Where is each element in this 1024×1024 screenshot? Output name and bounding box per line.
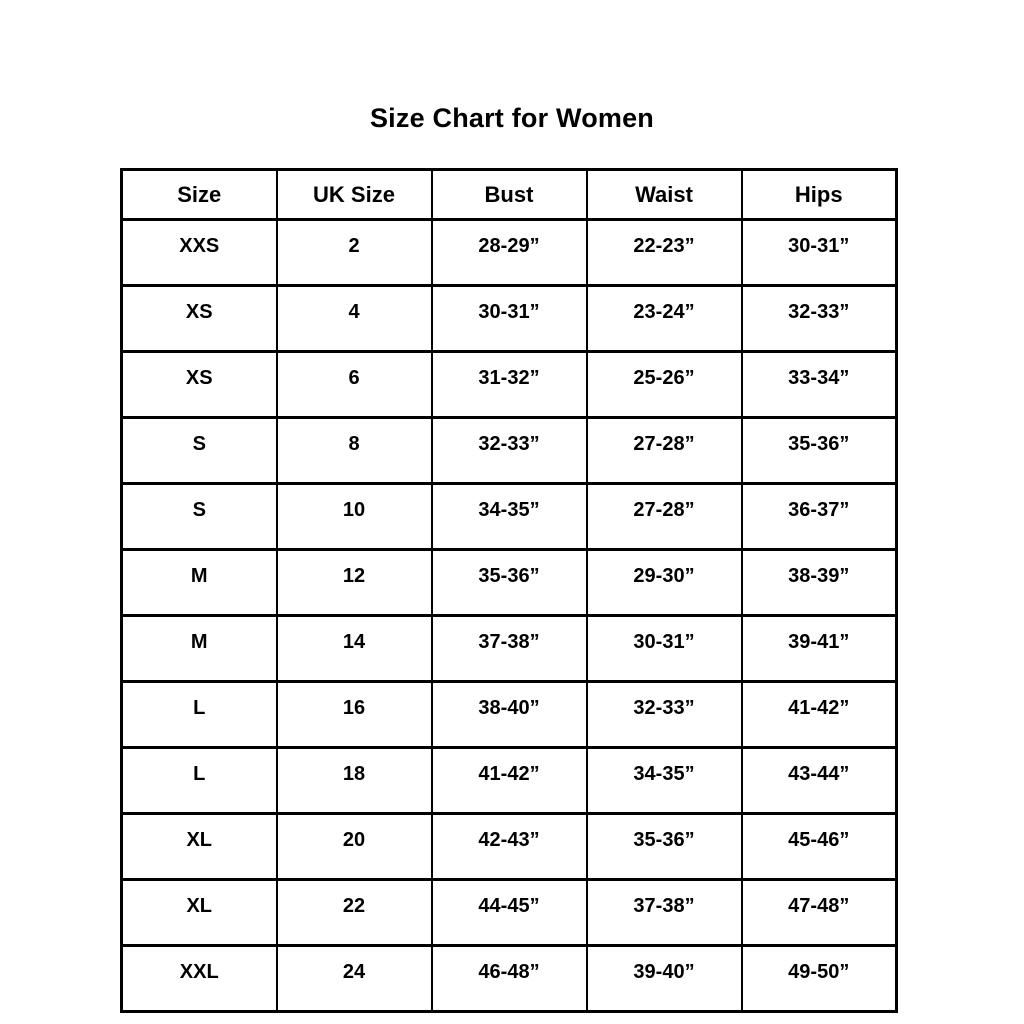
column-header: Waist bbox=[585, 168, 743, 221]
table-cell: 22 bbox=[275, 878, 433, 947]
table-cell: 41-42” bbox=[740, 680, 898, 749]
page-title: Size Chart for Women bbox=[369, 103, 655, 133]
table-cell: 32-33” bbox=[585, 680, 743, 749]
table-cell: 49-50” bbox=[740, 944, 898, 1013]
table-cell: 30-31” bbox=[430, 284, 588, 353]
table-cell: 32-33” bbox=[430, 416, 588, 485]
table-cell: 12 bbox=[275, 548, 433, 617]
table-cell: 46-48” bbox=[430, 944, 588, 1013]
table-row: XXL 24 46-48” 39-40” 49-50” bbox=[120, 944, 898, 1013]
table-cell: 37-38” bbox=[585, 878, 743, 947]
table-cell: 25-26” bbox=[585, 350, 743, 419]
table-cell: 4 bbox=[275, 284, 433, 353]
table-cell: 22-23” bbox=[585, 218, 743, 287]
table-cell: XXL bbox=[120, 944, 278, 1013]
table-cell: 39-40” bbox=[585, 944, 743, 1013]
column-header: Hips bbox=[740, 168, 898, 221]
table-cell: 30-31” bbox=[740, 218, 898, 287]
table-cell: 27-28” bbox=[585, 416, 743, 485]
table-cell: 37-38” bbox=[430, 614, 588, 683]
table-cell: L bbox=[120, 746, 278, 815]
table-row: L 18 41-42” 34-35” 43-44” bbox=[120, 746, 898, 815]
table-row: XL 22 44-45” 37-38” 47-48” bbox=[120, 878, 898, 947]
table-cell: 20 bbox=[275, 812, 433, 881]
table-cell: 38-40” bbox=[430, 680, 588, 749]
column-header: Bust bbox=[430, 168, 588, 221]
table-row: XXS 2 28-29” 22-23” 30-31” bbox=[120, 218, 898, 287]
table-cell: S bbox=[120, 482, 278, 551]
table-cell: 35-36” bbox=[585, 812, 743, 881]
table-cell: M bbox=[120, 548, 278, 617]
table-cell: 14 bbox=[275, 614, 433, 683]
table-cell: 44-45” bbox=[430, 878, 588, 947]
table-row: XL 20 42-43” 35-36” 45-46” bbox=[120, 812, 898, 881]
table-cell: 31-32” bbox=[430, 350, 588, 419]
table-cell: 23-24” bbox=[585, 284, 743, 353]
table-cell: 39-41” bbox=[740, 614, 898, 683]
table-cell: 2 bbox=[275, 218, 433, 287]
table-cell: 6 bbox=[275, 350, 433, 419]
table-cell: 24 bbox=[275, 944, 433, 1013]
table-row: M 14 37-38” 30-31” 39-41” bbox=[120, 614, 898, 683]
table-cell: 45-46” bbox=[740, 812, 898, 881]
table-row: XS 4 30-31” 23-24” 32-33” bbox=[120, 284, 898, 353]
table-cell: 34-35” bbox=[430, 482, 588, 551]
size-chart-container: Size UK Size Bust Waist Hips XXS 2 28-29” 22-23… bbox=[120, 168, 898, 1013]
table-cell: M bbox=[120, 614, 278, 683]
table-cell: 29-30” bbox=[585, 548, 743, 617]
size-chart-table: Size UK Size Bust Waist Hips XXS 2 28-29” 22-23… bbox=[120, 168, 898, 1013]
table-cell: 42-43” bbox=[430, 812, 588, 881]
table-cell: 28-29” bbox=[430, 218, 588, 287]
table-cell: 27-28” bbox=[585, 482, 743, 551]
table-cell: 43-44” bbox=[740, 746, 898, 815]
table-cell: 32-33” bbox=[740, 284, 898, 353]
column-header: Size bbox=[120, 168, 278, 221]
table-row: XS 6 31-32” 25-26” 33-34” bbox=[120, 350, 898, 419]
table-cell: 18 bbox=[275, 746, 433, 815]
table-cell: 35-36” bbox=[430, 548, 588, 617]
table-row: S 10 34-35” 27-28” 36-37” bbox=[120, 482, 898, 551]
table-cell: 34-35” bbox=[585, 746, 743, 815]
table-body: XXS 2 28-29” 22-23” 30-31” XS 4 30-31” 23-24” 32-… bbox=[120, 218, 898, 1013]
table-cell: 10 bbox=[275, 482, 433, 551]
table-row: L 16 38-40” 32-33” 41-42” bbox=[120, 680, 898, 749]
table-row: S 8 32-33” 27-28” 35-36” bbox=[120, 416, 898, 485]
table-cell: XXS bbox=[120, 218, 278, 287]
table-cell: S bbox=[120, 416, 278, 485]
table-cell: 8 bbox=[275, 416, 433, 485]
table-cell: 16 bbox=[275, 680, 433, 749]
table-cell: 47-48” bbox=[740, 878, 898, 947]
table-cell: 41-42” bbox=[430, 746, 588, 815]
column-header: UK Size bbox=[275, 168, 433, 221]
header-row: Size UK Size Bust Waist Hips bbox=[120, 168, 898, 221]
table-cell: XS bbox=[120, 350, 278, 419]
table-cell: 30-31” bbox=[585, 614, 743, 683]
table-row: M 12 35-36” 29-30” 38-39” bbox=[120, 548, 898, 617]
table-cell: 38-39” bbox=[740, 548, 898, 617]
table-cell: XL bbox=[120, 812, 278, 881]
table-cell: L bbox=[120, 680, 278, 749]
table-cell: 35-36” bbox=[740, 416, 898, 485]
table-cell: XS bbox=[120, 284, 278, 353]
table-cell: 33-34” bbox=[740, 350, 898, 419]
table-cell: XL bbox=[120, 878, 278, 947]
table-cell: 36-37” bbox=[740, 482, 898, 551]
